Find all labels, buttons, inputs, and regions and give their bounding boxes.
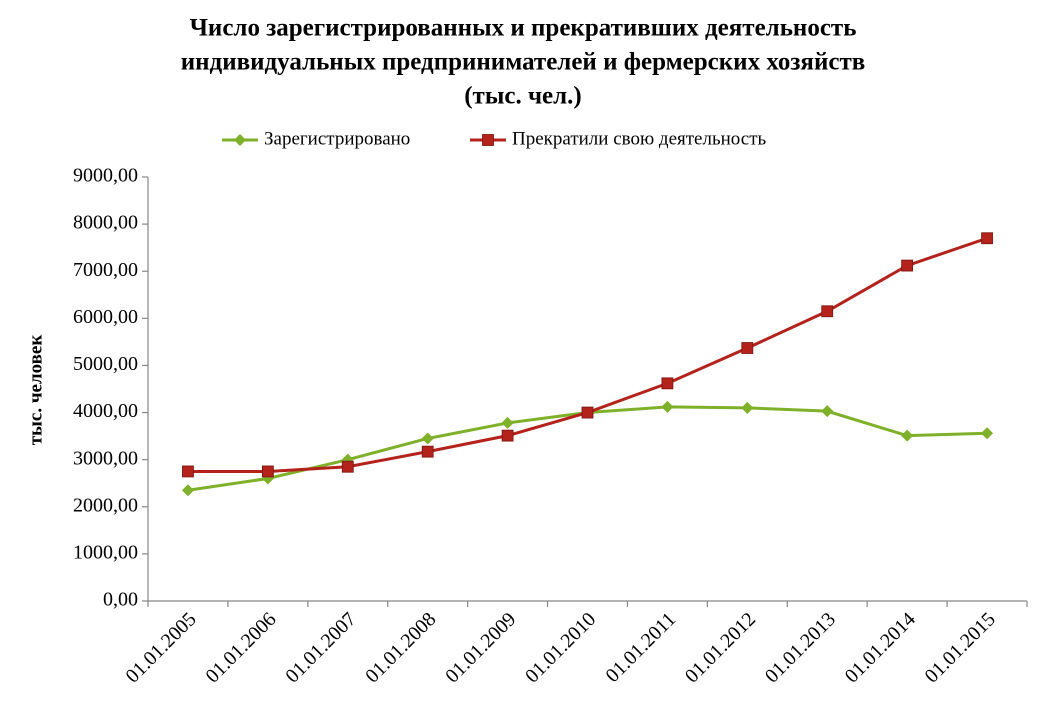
y-tick-label: 8000,00 (73, 212, 138, 234)
marker (581, 406, 594, 419)
marker (421, 432, 434, 445)
x-tick-label: 01.01.2012 (681, 608, 760, 687)
marker (821, 305, 834, 318)
marker (261, 465, 274, 478)
marker (981, 427, 994, 440)
y-tick-label: 0,00 (103, 589, 138, 611)
marker (501, 416, 514, 429)
series-line (187, 405, 988, 492)
y-tick-label: 6000,00 (73, 306, 138, 328)
chart-title: Число зарегистрированных и прекративших … (190, 15, 857, 42)
chart-title: (тыс. чел.) (464, 83, 582, 110)
marker (981, 232, 993, 245)
marker (661, 400, 674, 413)
y-tick-label: 4000,00 (73, 400, 138, 422)
marker (501, 429, 514, 442)
y-tick-label: 1000,00 (73, 541, 138, 563)
marker (181, 484, 194, 497)
legend-label: Прекратили свою деятельность (512, 128, 767, 149)
marker (341, 460, 354, 473)
marker (182, 465, 194, 478)
y-tick-label: 9000,00 (73, 165, 138, 187)
marker (661, 377, 674, 390)
x-tick-label: 01.01.2013 (761, 608, 840, 687)
x-tick-label: 01.01.2010 (521, 608, 600, 687)
x-tick-label: 01.01.2005 (122, 608, 201, 687)
x-tick-label: 01.01.2006 (201, 608, 280, 687)
marker (901, 429, 914, 442)
y-axis-title: тыс. человек (25, 335, 46, 446)
y-tick-label: 7000,00 (73, 259, 138, 281)
x-tick-label: 01.01.2011 (602, 608, 681, 687)
y-tick-label: 3000,00 (73, 447, 138, 469)
x-tick-label: 01.01.2008 (361, 608, 440, 687)
x-tick-label: 01.01.2014 (841, 608, 920, 687)
legend-marker (482, 134, 494, 146)
marker (741, 401, 754, 414)
chart-title: индивидуальных предпринимателей и фермер… (181, 49, 866, 76)
legend-label: Зарегистрировано (264, 128, 410, 149)
y-tick-label: 5000,00 (73, 353, 138, 375)
x-tick-label: 01.01.2009 (441, 608, 520, 687)
marker (901, 259, 914, 272)
series-line (187, 236, 988, 473)
y-tick-label: 2000,00 (73, 494, 138, 516)
marker (421, 445, 434, 458)
x-tick-label: 01.01.2007 (281, 608, 360, 687)
marker (821, 405, 834, 418)
marker (741, 342, 754, 354)
x-tick-label: 01.01.2015 (921, 608, 1000, 687)
legend-marker (234, 134, 246, 146)
